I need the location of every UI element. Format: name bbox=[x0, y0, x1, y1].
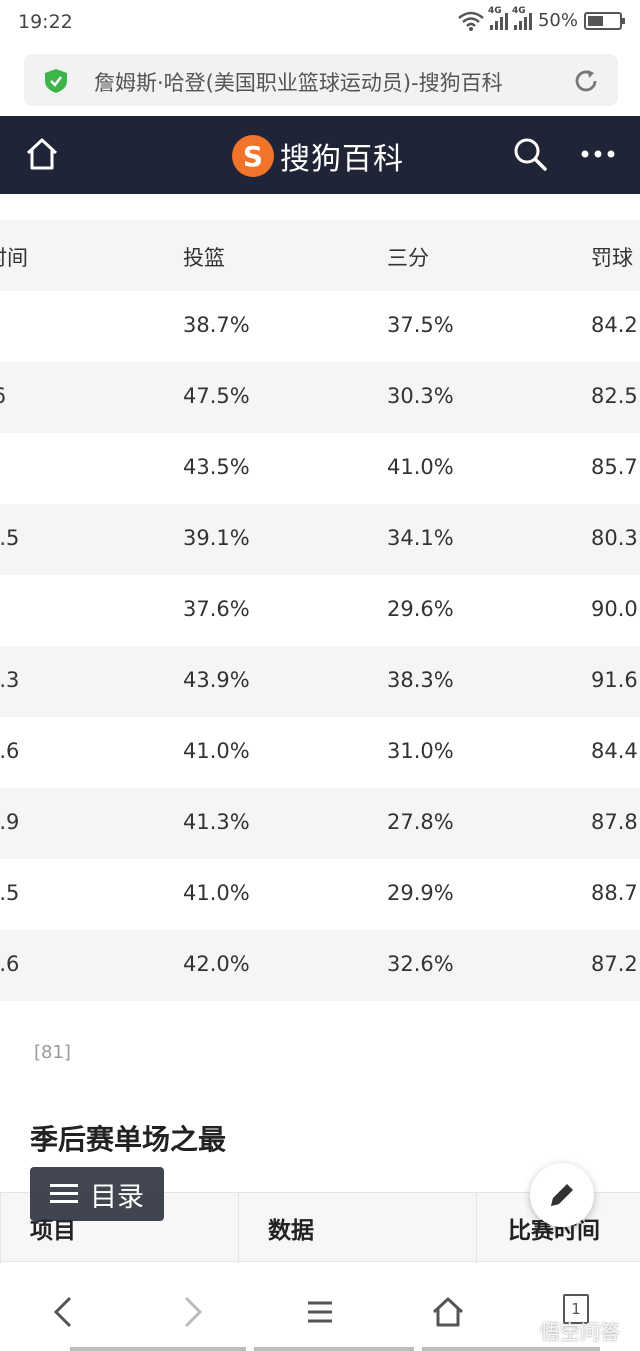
table-cell: 41.0% bbox=[183, 739, 250, 763]
watermark-text: 悟空问答 bbox=[540, 1320, 620, 1344]
table-cell: 41.0% bbox=[387, 455, 454, 479]
table-cell: 34.1% bbox=[387, 526, 454, 550]
bottom-nav: 1 bbox=[0, 1266, 640, 1351]
table-header-row: 时间 投篮 三分 罚球 bbox=[0, 220, 640, 291]
signal-icon: 4G bbox=[512, 6, 532, 30]
table-row: .6 47.5% 30.3% 82.5 bbox=[0, 362, 640, 433]
table-cell: 90.0 bbox=[591, 597, 638, 621]
table-row: 4.6 42.0% 32.6% 87.2 bbox=[0, 930, 640, 1001]
tabs-button[interactable]: 1 bbox=[556, 1292, 596, 1332]
site-header: S 搜狗百科 bbox=[0, 116, 640, 194]
table-cell: 82.5 bbox=[591, 384, 638, 408]
battery-icon bbox=[584, 11, 625, 30]
tab-count: 1 bbox=[563, 1294, 589, 1324]
table-cell: 32.6% bbox=[387, 952, 454, 976]
status-bar: 19:22 4G 4G 50% bbox=[0, 0, 640, 46]
status-time: 19:22 bbox=[18, 11, 73, 33]
table-cell: 37.5% bbox=[387, 313, 454, 337]
table-cell: 3.6 bbox=[0, 739, 20, 763]
logo-text: 搜狗百科 bbox=[280, 142, 404, 177]
logo-mark: S bbox=[232, 135, 274, 177]
reload-icon[interactable] bbox=[572, 67, 600, 95]
table-cell: 91.6 bbox=[591, 668, 638, 692]
sogou-baike-logo[interactable]: S 搜狗百科 bbox=[232, 134, 404, 178]
header-cell-item: 项目 bbox=[30, 1218, 76, 1244]
stats-table: 时间投篮三分罚球038.7%37.5%84.2.647.5%30.3%82.51… bbox=[0, 220, 640, 1001]
pencil-icon bbox=[551, 1184, 573, 1206]
table-cell: 88.7 bbox=[591, 881, 638, 905]
table-cell: 80.3 bbox=[591, 526, 638, 550]
menu-lines-icon bbox=[50, 1183, 78, 1205]
reference-marker[interactable]: [81] bbox=[34, 1042, 71, 1063]
toc-button[interactable]: 目录 bbox=[30, 1167, 164, 1221]
table-row: 3.6 41.0% 31.0% 84.4 bbox=[0, 717, 640, 788]
more-icon[interactable] bbox=[580, 146, 616, 162]
battery-percent: 50% bbox=[537, 10, 578, 31]
table-cell: 4.6 bbox=[0, 952, 20, 976]
nav-divider bbox=[254, 1347, 414, 1351]
network-label: 4G bbox=[487, 5, 502, 16]
table-cell: 29.9% bbox=[387, 881, 454, 905]
header-cell-data: 数据 bbox=[268, 1218, 314, 1244]
watermark: 悟空问答 bbox=[510, 1316, 620, 1345]
table-cell: .6 bbox=[0, 384, 6, 408]
table-row: 5.5 41.0% 29.9% 88.7 bbox=[0, 859, 640, 930]
table-cell: 29.6% bbox=[387, 597, 454, 621]
header-cell: 三分 bbox=[387, 246, 429, 270]
playoff-table-header: 项目 数据 比赛时间 bbox=[0, 1192, 640, 1263]
table-cell: 41.3% bbox=[183, 810, 250, 834]
status-indicators: 4G 4G 50% bbox=[458, 6, 625, 31]
table-cell: 38.7% bbox=[183, 313, 250, 337]
nav-divider bbox=[422, 1347, 600, 1351]
table-cell: 5.9 bbox=[0, 810, 20, 834]
table-cell: 37.6% bbox=[183, 597, 250, 621]
table-row: 5.9 41.3% 27.8% 87.8 bbox=[0, 788, 640, 859]
secure-shield-icon bbox=[45, 69, 67, 93]
table-cell: 5.5 bbox=[0, 881, 20, 905]
edit-button[interactable] bbox=[530, 1163, 594, 1227]
header-cell: 投篮 bbox=[183, 246, 225, 270]
back-icon[interactable] bbox=[44, 1292, 84, 1332]
menu-icon[interactable] bbox=[300, 1292, 340, 1332]
table-row: 038.7%37.5%84.2 bbox=[0, 291, 640, 362]
table-cell: 84.2 bbox=[591, 313, 638, 337]
home-icon[interactable] bbox=[428, 1292, 468, 1332]
table-cell: 47.5% bbox=[183, 384, 250, 408]
table-row: 7.3 43.9% 38.3% 91.6 bbox=[0, 646, 640, 717]
table-cell: 27.8% bbox=[387, 810, 454, 834]
table-cell: 87.2 bbox=[591, 952, 638, 976]
wifi-icon bbox=[458, 11, 484, 31]
table-cell: 39.1% bbox=[183, 526, 250, 550]
table-cell: 43.5% bbox=[183, 455, 250, 479]
home-icon[interactable] bbox=[24, 136, 60, 172]
table-row: 0.5 39.1% 34.1% 80.3 bbox=[0, 504, 640, 575]
section-title: 季后赛单场之最 bbox=[30, 1123, 227, 1156]
table-row: 437.6%29.6%90.0 bbox=[0, 575, 640, 646]
table-cell: 7.3 bbox=[0, 668, 20, 692]
address-bar[interactable]: 詹姆斯·哈登(美国职业篮球运动员)-搜狗百科 bbox=[24, 54, 618, 106]
table-cell: 43.9% bbox=[183, 668, 250, 692]
table-cell: 42.0% bbox=[183, 952, 250, 976]
table-row: 143.5%41.0%85.7 bbox=[0, 433, 640, 504]
table-cell: 31.0% bbox=[387, 739, 454, 763]
table-cell: 84.4 bbox=[591, 739, 638, 763]
network-label: 4G bbox=[511, 5, 526, 16]
page-title[interactable]: 詹姆斯·哈登(美国职业篮球运动员)-搜狗百科 bbox=[94, 71, 503, 95]
table-cell: 38.3% bbox=[387, 668, 454, 692]
table-cell: 41.0% bbox=[183, 881, 250, 905]
search-icon[interactable] bbox=[512, 136, 548, 172]
nav-divider bbox=[70, 1347, 246, 1351]
table-cell: 30.3% bbox=[387, 384, 454, 408]
signal-icon: 4G bbox=[488, 6, 508, 30]
header-cell: 时间 bbox=[0, 246, 28, 270]
toc-label: 目录 bbox=[90, 1181, 144, 1213]
header-cell: 罚球 bbox=[591, 246, 633, 270]
chat-bubble-icon bbox=[511, 1320, 535, 1341]
forward-icon[interactable] bbox=[172, 1292, 212, 1332]
table-cell: 85.7 bbox=[591, 455, 638, 479]
table-cell: 87.8 bbox=[591, 810, 638, 834]
table-cell: 0.5 bbox=[0, 526, 20, 550]
